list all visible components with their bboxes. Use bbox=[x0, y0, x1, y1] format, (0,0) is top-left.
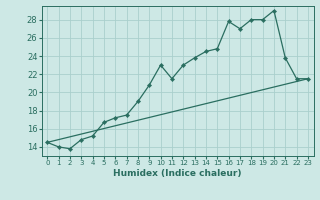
X-axis label: Humidex (Indice chaleur): Humidex (Indice chaleur) bbox=[113, 169, 242, 178]
